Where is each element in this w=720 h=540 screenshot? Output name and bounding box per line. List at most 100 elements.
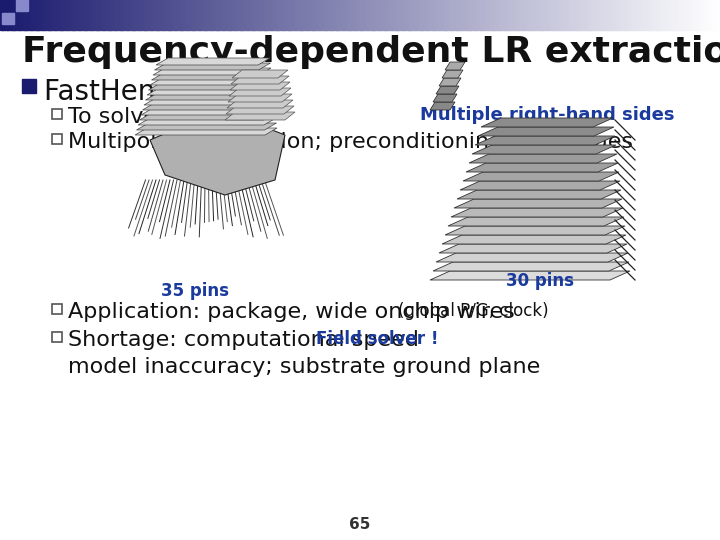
Bar: [333, 0, 336, 30]
Bar: [216, 0, 219, 30]
Bar: [605, 0, 608, 30]
Bar: [657, 0, 660, 30]
Polygon shape: [466, 163, 618, 172]
Bar: [52, 134, 62, 144]
Bar: [403, 0, 406, 30]
Bar: [542, 0, 545, 30]
Bar: [207, 0, 210, 30]
Bar: [696, 0, 699, 30]
Text: Frequency-dependent LR extraction: Frequency-dependent LR extraction: [22, 35, 720, 69]
Bar: [387, 0, 390, 30]
Polygon shape: [148, 83, 272, 90]
Bar: [204, 0, 207, 30]
Polygon shape: [225, 112, 295, 120]
Bar: [168, 0, 171, 30]
Bar: [2, 0, 5, 30]
Bar: [374, 0, 377, 30]
Bar: [175, 0, 178, 30]
Bar: [269, 0, 271, 30]
Bar: [132, 0, 135, 30]
Bar: [142, 0, 145, 30]
Bar: [117, 0, 120, 30]
Bar: [151, 0, 154, 30]
Polygon shape: [481, 118, 613, 127]
Bar: [163, 0, 166, 30]
Polygon shape: [226, 106, 294, 114]
Bar: [34, 0, 37, 30]
Bar: [595, 0, 598, 30]
Bar: [322, 0, 325, 30]
Polygon shape: [138, 118, 276, 125]
Bar: [27, 0, 30, 30]
Bar: [276, 0, 279, 30]
Text: Multipole acceleration; preconditioning techniques: Multipole acceleration; preconditioning …: [68, 132, 633, 152]
Bar: [437, 0, 440, 30]
Bar: [639, 0, 642, 30]
Bar: [243, 0, 246, 30]
Bar: [470, 0, 473, 30]
Bar: [307, 0, 310, 30]
Bar: [670, 0, 672, 30]
Polygon shape: [151, 73, 271, 80]
Bar: [74, 0, 77, 30]
Bar: [17, 0, 19, 30]
Bar: [665, 0, 667, 30]
Bar: [569, 0, 572, 30]
Polygon shape: [442, 70, 463, 78]
Bar: [96, 0, 99, 30]
Bar: [451, 0, 454, 30]
Bar: [12, 0, 15, 30]
Polygon shape: [454, 199, 622, 208]
Text: 30 pins: 30 pins: [506, 272, 574, 290]
Bar: [487, 0, 490, 30]
Bar: [504, 0, 507, 30]
Polygon shape: [135, 128, 277, 135]
Bar: [257, 0, 260, 30]
Bar: [521, 0, 523, 30]
Bar: [475, 0, 478, 30]
Bar: [466, 0, 469, 30]
Polygon shape: [436, 253, 628, 262]
Bar: [101, 0, 104, 30]
Bar: [420, 0, 423, 30]
Bar: [372, 0, 375, 30]
Bar: [295, 0, 298, 30]
Bar: [701, 0, 703, 30]
Bar: [576, 0, 579, 30]
Bar: [348, 0, 351, 30]
Bar: [549, 0, 552, 30]
Bar: [259, 0, 262, 30]
Bar: [610, 0, 613, 30]
Polygon shape: [457, 190, 621, 199]
Bar: [490, 0, 492, 30]
Bar: [353, 0, 356, 30]
Bar: [531, 0, 534, 30]
Bar: [682, 0, 685, 30]
Polygon shape: [145, 93, 274, 100]
Bar: [279, 0, 282, 30]
Text: model inaccuracy; substrate ground plane: model inaccuracy; substrate ground plane: [68, 357, 540, 377]
Bar: [264, 0, 267, 30]
Bar: [192, 0, 195, 30]
Bar: [110, 0, 113, 30]
Bar: [379, 0, 382, 30]
Bar: [245, 0, 248, 30]
Bar: [626, 0, 629, 30]
Bar: [48, 0, 51, 30]
Bar: [603, 0, 606, 30]
Text: 35 pins: 35 pins: [161, 282, 229, 300]
Bar: [2, 0, 14, 11]
Polygon shape: [430, 271, 630, 280]
Bar: [72, 0, 75, 30]
Bar: [319, 0, 322, 30]
Bar: [427, 0, 430, 30]
Bar: [454, 0, 456, 30]
Bar: [583, 0, 586, 30]
Bar: [614, 0, 617, 30]
Polygon shape: [433, 262, 629, 271]
Bar: [297, 0, 300, 30]
Bar: [238, 0, 240, 30]
Bar: [675, 0, 678, 30]
Bar: [185, 0, 188, 30]
Polygon shape: [472, 145, 616, 154]
